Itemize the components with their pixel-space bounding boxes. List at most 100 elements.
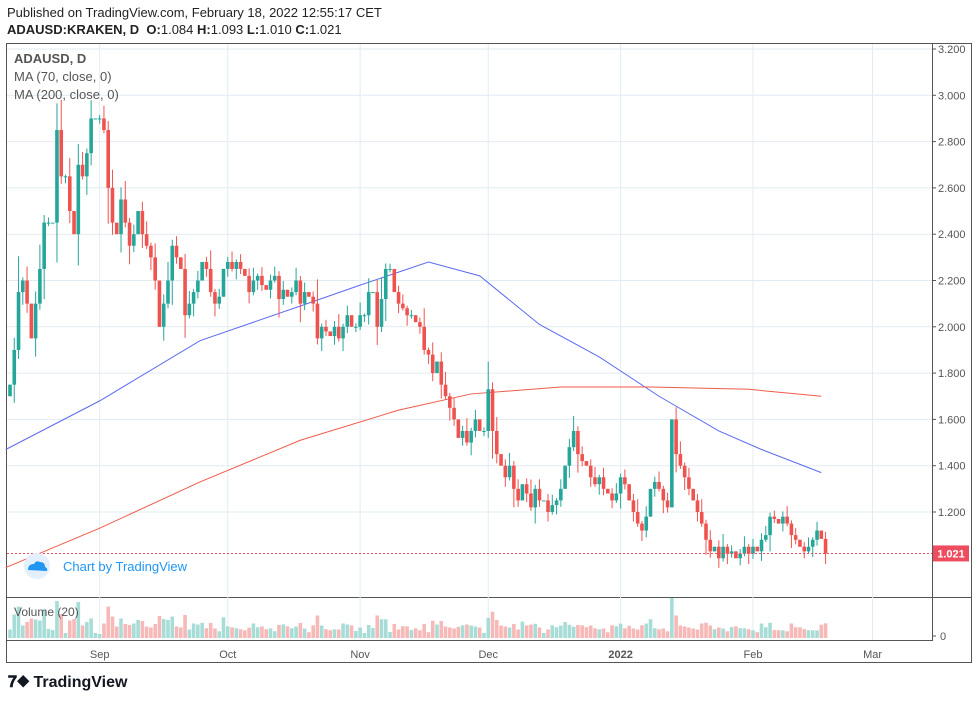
candle-body [29, 303, 34, 339]
volume-bar [631, 628, 636, 638]
candle-body [225, 261, 230, 269]
volume-bar [268, 628, 273, 638]
volume-bar [776, 630, 781, 638]
candle-body [746, 546, 751, 554]
candle-body [268, 280, 273, 290]
candle-body [67, 176, 72, 212]
candle-body [751, 546, 755, 554]
candle-body [550, 505, 555, 512]
volume-bar [580, 625, 584, 638]
candle-body [507, 465, 512, 478]
close-label: C: [295, 22, 310, 37]
candle-body [136, 211, 140, 235]
candle-body [50, 222, 55, 224]
volume-bar [213, 628, 217, 638]
volume-bar [597, 629, 602, 638]
candle-body [179, 257, 183, 269]
candle-body [571, 430, 576, 448]
candle-body [785, 516, 789, 524]
candle-body [729, 551, 734, 554]
volume-bar [584, 627, 589, 638]
volume-bar [307, 632, 311, 638]
candle-body [230, 261, 234, 269]
volume-bar [691, 628, 695, 638]
tradingview-logo[interactable]: 𝟕◆ TradingView [8, 674, 127, 692]
volume-bar [657, 629, 661, 638]
candle-body [345, 315, 350, 327]
legend-volume[interactable]: Volume (20) [14, 605, 79, 619]
volume-bar [21, 625, 25, 638]
volume-bar [336, 629, 341, 638]
volume-bar [396, 629, 401, 638]
volume-bar [16, 606, 21, 638]
volume-bar [499, 625, 503, 638]
volume-bar [106, 606, 111, 638]
candle-body [627, 484, 631, 501]
volume-bar [388, 632, 392, 638]
candle-body [520, 484, 525, 501]
candle-body [486, 389, 491, 431]
volume-bar [473, 626, 478, 638]
candle-body [371, 292, 375, 294]
candle-body [657, 481, 661, 489]
volume-bar [63, 633, 68, 638]
volume-bar [149, 627, 153, 638]
volume-bar [349, 625, 354, 638]
candle-body [401, 303, 405, 309]
candle-body [187, 303, 192, 316]
candle-body [392, 268, 397, 293]
candle-body [157, 280, 162, 327]
volume-bar [281, 624, 286, 638]
volume-bar [319, 625, 324, 638]
candle-body [413, 315, 418, 323]
candle-body [678, 454, 683, 466]
volume-bar [46, 629, 51, 638]
volume-bar [12, 614, 17, 638]
candle-body [465, 430, 469, 443]
volume-bar [512, 624, 516, 638]
volume-bar [345, 624, 350, 638]
price-tick-label: 1.200 [938, 507, 966, 519]
volume-bar [601, 628, 606, 638]
candle-body [533, 488, 538, 508]
watermark[interactable]: Chart by TradingView [24, 553, 188, 579]
candle-body [72, 211, 76, 235]
candle-body [819, 530, 824, 539]
candle-body [12, 349, 17, 385]
volume-bar [448, 627, 452, 638]
volume-bar [452, 628, 456, 638]
candle-body [691, 488, 695, 501]
candle-body [285, 289, 290, 297]
volume-bar [802, 629, 807, 638]
volume-bar [789, 623, 794, 638]
candle-body [554, 500, 559, 506]
time-tick-label: Oct [219, 649, 236, 661]
candle-body [110, 187, 115, 223]
candle-body [119, 199, 123, 235]
volume-bar [136, 620, 140, 638]
volume-bar [721, 628, 725, 638]
volume-bar [815, 630, 819, 638]
volume-bar [482, 633, 486, 638]
candle-body [255, 275, 260, 281]
volume-bar [238, 629, 243, 638]
volume-bar [588, 625, 593, 638]
volume-bar [819, 624, 824, 638]
legend-ma70[interactable]: MA (70, close, 0) [14, 69, 112, 84]
legend-ma200[interactable]: MA (200, close, 0) [14, 87, 119, 102]
volume-bar [89, 618, 93, 638]
volume-bar [618, 623, 623, 638]
volume-bar [123, 624, 128, 638]
candle-body [375, 292, 380, 327]
volume-bar [717, 627, 721, 638]
volume-bar [354, 631, 358, 638]
candle-body [247, 275, 251, 293]
volume-bar [383, 619, 388, 638]
high-label: H: [197, 22, 211, 37]
candle-body [302, 292, 307, 304]
price-tick-label: 2.800 [938, 137, 966, 149]
candle-body [379, 299, 384, 327]
candle-body [123, 199, 128, 223]
volume-bar [712, 629, 717, 638]
